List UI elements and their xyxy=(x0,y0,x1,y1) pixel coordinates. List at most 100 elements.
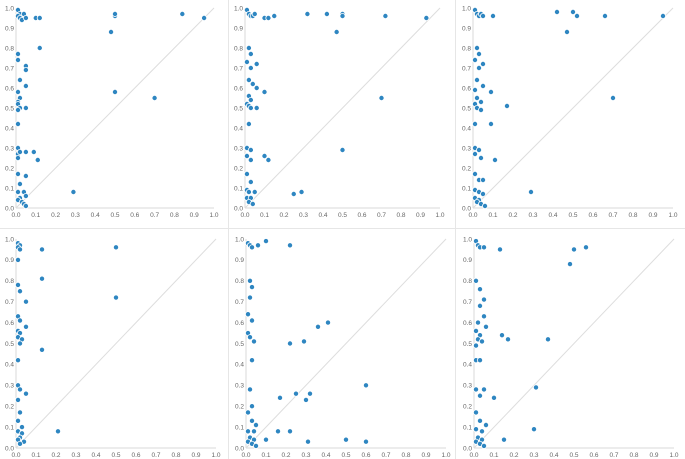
data-point[interactable] xyxy=(22,83,29,90)
data-point[interactable] xyxy=(251,10,258,17)
data-point[interactable] xyxy=(482,323,489,330)
data-point[interactable] xyxy=(477,99,484,106)
data-point[interactable] xyxy=(473,45,480,52)
data-point[interactable] xyxy=(382,12,389,19)
data-point[interactable] xyxy=(108,28,115,35)
data-point[interactable] xyxy=(480,244,487,251)
data-point[interactable] xyxy=(247,146,254,153)
data-point[interactable] xyxy=(477,107,484,114)
data-point[interactable] xyxy=(247,51,254,58)
data-point[interactable] xyxy=(301,338,308,345)
data-point[interactable] xyxy=(248,417,255,424)
data-point[interactable] xyxy=(39,246,46,253)
data-point[interactable] xyxy=(36,45,43,52)
data-point[interactable] xyxy=(243,170,250,177)
data-point[interactable] xyxy=(247,97,254,104)
data-point[interactable] xyxy=(303,396,310,403)
data-point[interactable] xyxy=(14,89,21,96)
data-point[interactable] xyxy=(304,10,311,17)
data-point[interactable] xyxy=(480,296,487,303)
data-point[interactable] xyxy=(482,422,489,429)
data-point[interactable] xyxy=(475,146,482,153)
data-point[interactable] xyxy=(471,57,478,64)
data-point[interactable] xyxy=(472,426,479,433)
data-point[interactable] xyxy=(243,152,250,159)
data-point[interactable] xyxy=(472,342,479,349)
data-point[interactable] xyxy=(472,277,479,284)
data-point[interactable] xyxy=(323,10,330,17)
data-point[interactable] xyxy=(362,382,369,389)
data-point[interactable] xyxy=(112,89,119,96)
data-point[interactable] xyxy=(265,156,272,163)
data-point[interactable] xyxy=(36,14,43,21)
data-point[interactable] xyxy=(252,442,259,449)
data-point[interactable] xyxy=(14,57,21,64)
data-point[interactable] xyxy=(22,323,29,330)
data-point[interactable] xyxy=(22,192,29,199)
data-point[interactable] xyxy=(245,188,252,195)
data-point[interactable] xyxy=(471,121,478,128)
data-point[interactable] xyxy=(293,390,300,397)
data-point[interactable] xyxy=(583,244,590,251)
data-point[interactable] xyxy=(16,180,23,187)
data-point[interactable] xyxy=(479,190,486,197)
data-point[interactable] xyxy=(499,332,506,339)
data-point[interactable] xyxy=(34,156,41,163)
data-point[interactable] xyxy=(545,336,552,343)
data-point[interactable] xyxy=(253,61,260,68)
data-point[interactable] xyxy=(491,394,498,401)
data-point[interactable] xyxy=(473,95,480,102)
data-point[interactable] xyxy=(248,317,255,324)
data-point[interactable] xyxy=(248,403,255,410)
data-point[interactable] xyxy=(528,188,535,195)
data-point[interactable] xyxy=(492,156,499,163)
data-point[interactable] xyxy=(339,12,346,19)
data-point[interactable] xyxy=(471,170,478,177)
data-point[interactable] xyxy=(471,150,478,157)
data-point[interactable] xyxy=(246,294,253,301)
data-point[interactable] xyxy=(201,14,208,21)
data-point[interactable] xyxy=(479,83,486,90)
data-point[interactable] xyxy=(472,327,479,334)
data-point[interactable] xyxy=(151,95,158,102)
data-point[interactable] xyxy=(22,105,29,112)
data-point[interactable] xyxy=(22,172,29,179)
data-point[interactable] xyxy=(476,302,483,309)
data-point[interactable] xyxy=(333,28,340,35)
data-point[interactable] xyxy=(247,65,254,72)
data-point[interactable] xyxy=(480,386,487,393)
data-point[interactable] xyxy=(14,51,21,58)
data-point[interactable] xyxy=(574,12,581,19)
data-point[interactable] xyxy=(14,121,21,128)
data-point[interactable] xyxy=(263,436,270,443)
data-point[interactable] xyxy=(298,188,305,195)
data-point[interactable] xyxy=(362,438,369,445)
data-point[interactable] xyxy=(479,12,486,19)
data-point[interactable] xyxy=(39,275,46,282)
data-point[interactable] xyxy=(307,390,314,397)
data-point[interactable] xyxy=(245,121,252,128)
data-point[interactable] xyxy=(287,340,294,347)
data-point[interactable] xyxy=(22,202,29,209)
data-point[interactable] xyxy=(16,148,23,155)
data-point[interactable] xyxy=(244,428,251,435)
data-point[interactable] xyxy=(252,422,259,429)
data-point[interactable] xyxy=(475,65,482,72)
data-point[interactable] xyxy=(248,284,255,291)
data-point[interactable] xyxy=(474,319,481,326)
data-point[interactable] xyxy=(305,438,312,445)
data-point[interactable] xyxy=(253,105,260,112)
data-point[interactable] xyxy=(481,202,488,209)
data-point[interactable] xyxy=(22,14,29,21)
data-point[interactable] xyxy=(249,200,256,207)
data-point[interactable] xyxy=(251,188,258,195)
data-point[interactable] xyxy=(245,77,252,84)
data-point[interactable] xyxy=(16,340,23,347)
data-point[interactable] xyxy=(480,442,487,449)
data-point[interactable] xyxy=(265,14,272,21)
data-point[interactable] xyxy=(14,188,21,195)
data-point[interactable] xyxy=(14,396,21,403)
data-point[interactable] xyxy=(16,246,23,253)
data-point[interactable] xyxy=(488,121,495,128)
data-point[interactable] xyxy=(14,107,21,114)
